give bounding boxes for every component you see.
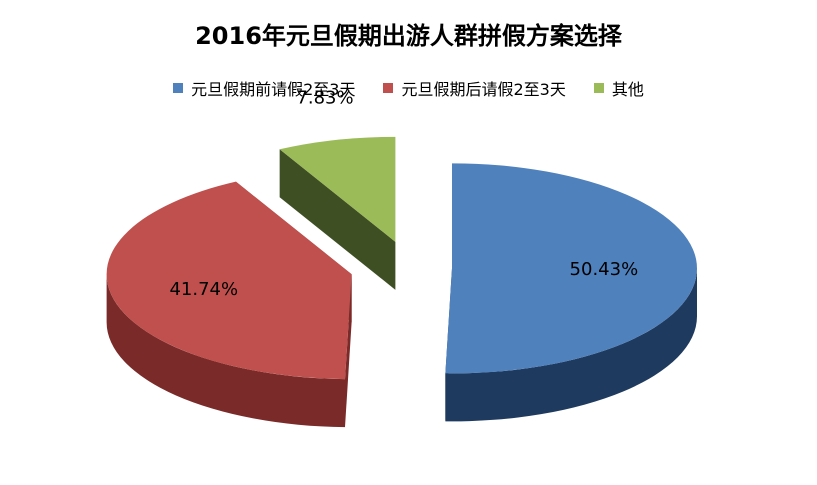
legend-item-before: 元旦假期前请假2至3天 (173, 76, 355, 100)
chart-title: 2016年元旦假期出游人群拼假方案选择 (195, 22, 622, 50)
slice-other-wall (279, 149, 396, 290)
legend-swatch-before (173, 83, 184, 93)
slice-before-label: 50.43% (570, 259, 639, 280)
legend-swatch-other (593, 83, 604, 93)
slice-after-side (106, 274, 345, 428)
legend-label-before: 元旦假期前请假2至3天 (191, 80, 356, 99)
slice-before-top (445, 163, 697, 374)
legend: 元旦假期前请假2至3天 元旦假期后请假2至3天 其他 (0, 76, 817, 100)
slice-after-top (106, 181, 352, 380)
legend-item-other: 其他 (593, 76, 644, 100)
slice-other-top (279, 136, 396, 242)
slice-after-label: 41.74% (169, 279, 238, 300)
legend-label-other: 其他 (611, 80, 644, 99)
slice-before-side (445, 268, 697, 422)
legend-item-after: 元旦假期后请假2至3天 (383, 76, 566, 100)
legend-label-after: 元旦假期后请假2至3天 (401, 80, 566, 99)
legend-swatch-after (383, 83, 394, 93)
slice-other-label: 7.83% (296, 88, 353, 109)
